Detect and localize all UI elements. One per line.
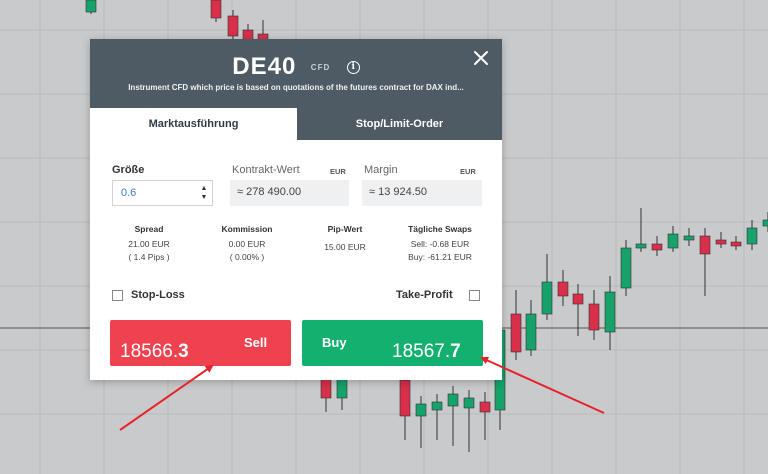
candle-body — [651, 243, 663, 251]
candle-body — [415, 403, 427, 417]
margin-label: Margin — [364, 164, 398, 176]
contract-currency: EUR — [330, 167, 346, 176]
candle-body — [541, 281, 553, 315]
candle-body — [336, 377, 348, 399]
stepper-down-icon[interactable]: ▼ — [200, 194, 208, 201]
candle-body — [210, 0, 222, 19]
candle-body — [762, 219, 768, 227]
contract-value: ≈ 278 490.00 — [237, 186, 302, 198]
buy-price: 18567.7 — [392, 341, 461, 362]
sell-button[interactable]: 18566.3 Sell — [110, 320, 291, 366]
buy-button[interactable]: Buy 18567.7 — [302, 320, 483, 366]
contract-value-field: ≈ 278 490.00 — [230, 180, 349, 206]
candle-body — [431, 401, 443, 411]
take-profit-label[interactable]: Take-Profit — [396, 289, 453, 301]
daily-swaps-label: Tägliche Swaps — [408, 224, 472, 234]
take-profit-checkbox[interactable] — [469, 290, 480, 301]
instrument-symbol: DE40 — [232, 53, 297, 80]
candle-body — [85, 0, 97, 13]
size-input[interactable]: 0.6 ▲ ▼ — [112, 180, 213, 206]
candle-body — [588, 303, 600, 331]
candle-body — [635, 243, 647, 249]
candle-body — [730, 241, 742, 247]
buy-label: Buy — [322, 335, 347, 350]
candle-body — [604, 291, 616, 333]
pip-value: 15.00 EUR — [324, 242, 366, 252]
sell-label: Sell — [244, 335, 268, 350]
order-dialog: DE40 CFD i Instrument CFD which price is… — [90, 39, 502, 380]
candle-body — [746, 227, 758, 245]
spread-stat: Spread 21.00 EUR ( 1.4 Pips ) — [104, 224, 194, 262]
margin-value: ≈ 13 924.50 — [369, 186, 428, 198]
close-icon[interactable] — [472, 49, 490, 67]
commission-stat: Kommission 0.00 EUR ( 0.00% ) — [202, 224, 292, 262]
contract-value-label: Kontrakt-Wert — [232, 164, 300, 176]
candle-body — [683, 235, 695, 241]
spread-label: Spread — [134, 224, 164, 234]
pip-value-stat: Pip-Wert 15.00 EUR — [300, 224, 390, 252]
size-label: Größe — [112, 164, 145, 176]
commission-value: 0.00 EUR — [228, 239, 266, 249]
daily-swaps-stat: Tägliche Swaps Sell: -0.68 EUR Buy: -61.… — [390, 224, 490, 262]
commission-pct: ( 0.00% ) — [229, 252, 265, 262]
spread-pips: ( 1.4 Pips ) — [128, 252, 170, 262]
margin-currency: EUR — [460, 167, 476, 176]
swap-sell: Sell: -0.68 EUR — [410, 239, 470, 249]
candle-body — [525, 313, 537, 351]
candle-body — [572, 293, 584, 305]
tab-market-execution[interactable]: Marktausführung — [90, 108, 297, 140]
commission-label: Kommission — [221, 224, 273, 234]
order-type-tabs: Marktausführung Stop/Limit-Order — [90, 108, 502, 140]
candle-body — [479, 401, 491, 413]
candle-body — [715, 239, 727, 245]
candle-body — [399, 379, 411, 417]
size-stepper[interactable]: ▲ ▼ — [200, 184, 208, 202]
instrument-type-badge: CFD — [310, 62, 331, 72]
candle-body — [620, 247, 632, 289]
candle-body — [510, 313, 522, 353]
tab-stop-limit-order[interactable]: Stop/Limit-Order — [297, 108, 502, 140]
sell-price: 18566.3 — [120, 341, 189, 362]
margin-field: ≈ 13 924.50 — [362, 180, 482, 206]
stop-loss-checkbox[interactable] — [112, 290, 123, 301]
candle-body — [447, 393, 459, 407]
stop-loss-label[interactable]: Stop-Loss — [131, 289, 185, 301]
candle-body — [667, 233, 679, 249]
candle-body — [699, 235, 711, 255]
info-icon[interactable]: i — [346, 60, 360, 74]
dialog-header: DE40 CFD i Instrument CFD which price is… — [90, 39, 502, 108]
swap-buy: Buy: -61.21 EUR — [408, 252, 472, 262]
pip-value-label: Pip-Wert — [327, 224, 363, 234]
stepper-up-icon[interactable]: ▲ — [200, 185, 208, 192]
candle-body — [227, 15, 239, 37]
candle-body — [463, 397, 475, 409]
instrument-description: Instrument CFD which price is based on q… — [128, 83, 464, 92]
spread-value: 21.00 EUR — [128, 239, 170, 249]
candle-body — [557, 281, 569, 297]
size-value[interactable]: 0.6 — [121, 187, 137, 199]
